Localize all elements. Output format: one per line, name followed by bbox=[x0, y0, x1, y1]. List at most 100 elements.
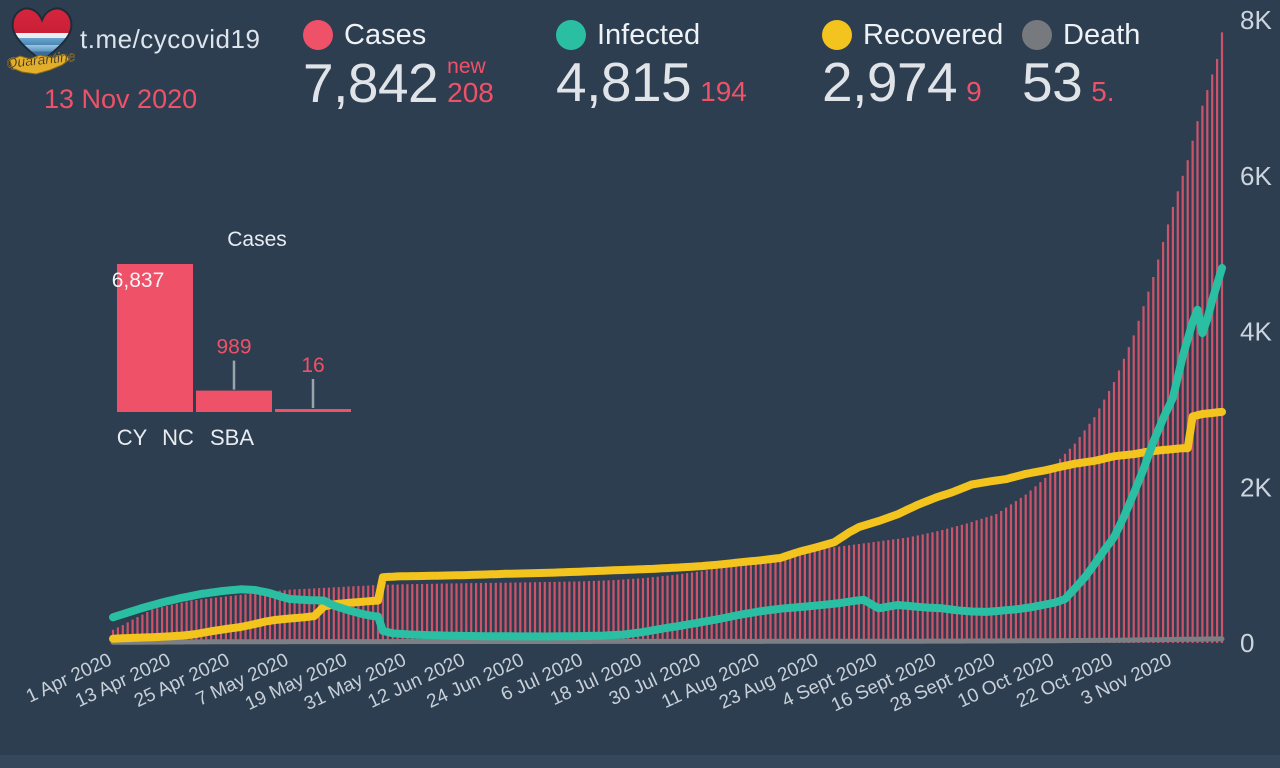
cases-bar bbox=[381, 584, 384, 643]
cases-bar bbox=[543, 582, 546, 643]
cases-bar bbox=[1029, 490, 1032, 643]
cases-bar bbox=[131, 619, 134, 643]
cases-bar bbox=[1103, 399, 1106, 643]
cases-bar bbox=[1083, 430, 1086, 643]
cases-bar bbox=[165, 606, 169, 643]
cases-bar bbox=[533, 582, 537, 643]
cases-bar bbox=[808, 550, 811, 643]
cases-bar bbox=[322, 587, 326, 643]
cases-bar bbox=[499, 582, 502, 643]
cases-bar bbox=[337, 587, 340, 643]
cases-bar bbox=[224, 596, 227, 643]
cases-bar bbox=[1181, 175, 1184, 644]
mini-bar-cy bbox=[117, 264, 193, 412]
cases-bar bbox=[946, 528, 949, 643]
cases-bar bbox=[980, 518, 983, 643]
cases-bar bbox=[985, 517, 988, 643]
cases-bar bbox=[681, 573, 684, 643]
cases-bar bbox=[156, 608, 159, 643]
y-tick-label: 4K bbox=[1240, 317, 1272, 347]
cases-bar bbox=[1211, 74, 1214, 643]
cases-bar bbox=[1063, 453, 1067, 643]
cases-bar bbox=[911, 536, 914, 643]
recovered-line bbox=[109, 407, 1226, 643]
cases-bar bbox=[416, 584, 419, 643]
cases-bar bbox=[1054, 463, 1057, 643]
cases-bar bbox=[877, 541, 880, 643]
cases-bar bbox=[955, 526, 959, 643]
cases-bar bbox=[975, 520, 978, 643]
cases-bar bbox=[843, 545, 846, 643]
cases-bar bbox=[391, 584, 394, 643]
cases-bar bbox=[587, 581, 591, 643]
cases-bar bbox=[1044, 477, 1047, 643]
cases-bar bbox=[126, 622, 129, 643]
cases-legend-dot-icon bbox=[303, 20, 333, 50]
cases-bar bbox=[327, 587, 330, 643]
cases-bar bbox=[990, 515, 993, 643]
cases-bar bbox=[141, 614, 144, 643]
cases-bar bbox=[715, 568, 718, 643]
cases-bar bbox=[730, 564, 733, 643]
cases-bar bbox=[1009, 504, 1013, 643]
cases-bar bbox=[445, 583, 448, 643]
stat-recovered-label: Recovered bbox=[863, 18, 1004, 51]
cases-bar bbox=[1068, 448, 1071, 643]
stat-recovered: Recovered 2,974 9 bbox=[822, 16, 1004, 113]
cases-bar bbox=[538, 582, 541, 643]
cases-bar bbox=[180, 602, 183, 643]
cases-bar bbox=[332, 587, 335, 643]
cases-bar bbox=[460, 583, 463, 643]
cases-bar bbox=[872, 542, 875, 643]
telegram-channel-link[interactable]: t.me/cycovid19 bbox=[80, 24, 261, 54]
cases-bar bbox=[901, 538, 905, 643]
cases-bar bbox=[789, 553, 792, 643]
cases-bar bbox=[622, 579, 625, 643]
cases-bar bbox=[602, 580, 605, 643]
cases-bar bbox=[249, 593, 252, 643]
cases-bar bbox=[504, 582, 507, 643]
cases-bar bbox=[941, 530, 944, 643]
cases-bar bbox=[1034, 486, 1037, 643]
cases-bar bbox=[1049, 470, 1052, 643]
cases-bar bbox=[1024, 494, 1027, 643]
cases-bar bbox=[651, 577, 654, 643]
cases-bar bbox=[857, 544, 860, 643]
cases-bar bbox=[229, 595, 232, 643]
cases-bar bbox=[484, 582, 487, 643]
cases-bar bbox=[838, 546, 841, 643]
mini-chart-title: Cases bbox=[227, 228, 287, 251]
cases-bar bbox=[1220, 32, 1224, 644]
cases-bar bbox=[170, 604, 173, 643]
cases-bar bbox=[1166, 224, 1170, 643]
cases-bar bbox=[1152, 277, 1155, 643]
cases-bar bbox=[921, 534, 924, 643]
stat-cases-value: 7,842 bbox=[303, 52, 439, 114]
cases-bar bbox=[1206, 90, 1209, 644]
stat-cases-label: Cases bbox=[344, 18, 427, 51]
infected-legend-dot-icon bbox=[556, 20, 586, 50]
cases-bar bbox=[617, 579, 620, 643]
death-legend-dot-icon bbox=[1022, 20, 1052, 50]
cases-bar bbox=[406, 584, 409, 643]
cases-bar bbox=[720, 566, 723, 643]
cases-bar bbox=[239, 594, 242, 643]
cases-bar bbox=[926, 533, 929, 643]
mini-bar-value-label: 16 bbox=[301, 354, 324, 377]
stat-recovered-value: 2,974 bbox=[822, 51, 958, 113]
cases-bar bbox=[906, 537, 909, 643]
cases-bar bbox=[396, 584, 399, 643]
cases-bar bbox=[450, 583, 453, 643]
cases-bar bbox=[1005, 507, 1008, 643]
cases-bar bbox=[494, 582, 497, 643]
cases-bar bbox=[524, 582, 527, 643]
cases-bar bbox=[759, 558, 762, 643]
stat-cases-new-label: new bbox=[447, 55, 486, 78]
cases-bar bbox=[195, 600, 198, 643]
cases-bar bbox=[735, 563, 738, 643]
cases-bar bbox=[489, 582, 492, 643]
cases-bar bbox=[1093, 417, 1096, 643]
cases-bar bbox=[632, 578, 635, 643]
cases-bar bbox=[440, 583, 443, 643]
cases-bar bbox=[607, 580, 610, 643]
